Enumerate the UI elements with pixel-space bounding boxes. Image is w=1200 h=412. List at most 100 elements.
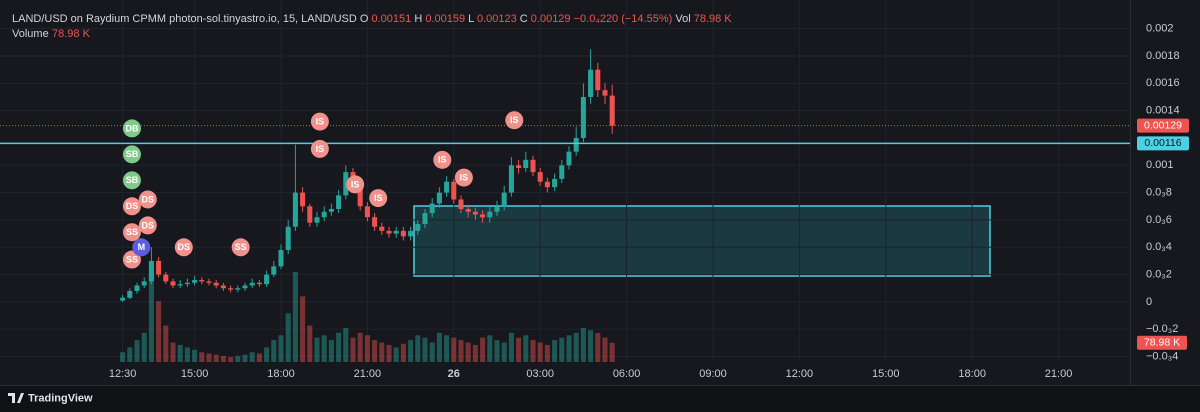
x-tick-label: 15:00 [181,368,209,380]
volume-bar [127,347,133,362]
volume-bar [321,335,327,362]
ohlc-label: O [360,13,369,25]
volume-bar [379,342,385,362]
candle-body [552,178,558,188]
volume-bar [328,340,334,362]
candle-body [364,206,370,218]
volume-bar [264,347,270,362]
plot-layer: 0.002 0.0018 0.0016 0.0014 0.001 0.0₃8 0.0₃6 0.… [0,0,1189,386]
volume-bar [285,313,291,362]
volume-bar [573,332,579,362]
candle-body [242,285,248,289]
candle-body [314,217,320,223]
candle-body [588,69,594,97]
candle-body [472,211,478,215]
candle-body [235,288,241,290]
volume-bar [343,327,349,362]
y-tick-label: 0.0014 [1146,105,1180,117]
last-price-label: 0.00129 [1144,119,1182,131]
x-tick-label: 21:00 [354,368,382,380]
trade-marker [138,216,157,235]
candle-body [271,266,277,275]
volume-bar [580,327,586,362]
volume-bar [292,272,298,362]
volume-bar [408,340,414,362]
trade-marker [174,238,193,257]
volume-bar [400,343,406,362]
volume-bar [566,335,572,362]
x-tick-label: 12:00 [786,368,814,380]
candle-body [444,181,450,193]
candle-body [458,199,464,210]
volume-bar [206,353,212,362]
trade-marker-label: SS [126,254,138,264]
candle-body [436,192,442,204]
volume-label-box [1137,335,1187,350]
trade-marker [310,112,329,131]
candle-body [336,195,342,210]
trade-marker-label: DS [142,220,155,230]
x-tick-label: 18:00 [958,368,986,380]
x-tick-label: 21:00 [1045,368,1073,380]
trade-marker-label: DS [142,194,155,204]
volume-bar [357,332,363,362]
y-tick-label: 0.0₃4 [1146,241,1172,253]
volume-bar [228,357,234,362]
trade-marker [454,168,473,187]
x-tick-label: 09:00 [699,368,727,380]
candle-body [278,249,284,267]
candle-body [516,165,522,169]
volume-bar [429,342,435,362]
volume-bar [336,332,342,362]
volume-bar [156,301,162,362]
candle-body [357,185,363,207]
volume-bar [559,337,565,362]
volume-bar [372,340,378,362]
trade-marker [122,250,141,269]
volume-bar [256,353,262,362]
trade-marker [505,111,524,130]
symbol: LAND/USD on Raydium CPMM photon-sol.tiny… [12,13,357,25]
candle-body [487,211,493,218]
volume-bar [192,349,198,362]
candle-body [566,151,572,166]
candle-body [595,69,601,91]
x-tick-label: 15:00 [872,368,900,380]
trade-marker-label: IS [510,115,519,125]
candle-body [170,281,176,286]
volume-bar [609,342,615,362]
trade-marker-label: IS [351,179,360,189]
volume-bar [177,344,183,362]
trade-marker [122,223,141,242]
volume-bar [494,340,500,362]
volume-bar [451,337,457,362]
candle-body [264,274,270,285]
zone-rectangle [413,205,991,277]
trade-marker-label: SS [235,242,247,252]
candle-body [429,203,435,214]
candle-body [328,209,334,212]
volume-bar [480,337,486,362]
y-tick-label: 0.0016 [1146,77,1180,89]
candle-body [422,213,428,225]
ohlc-label: L [468,13,474,25]
y-tick-label: 0.0₃2 [1146,268,1172,280]
ohlc-value: 0.00151 [371,13,411,25]
volume-bar [213,354,219,362]
trade-marker-label: IS [438,155,447,165]
candle-body [609,95,615,126]
x-tick-label: 03:00 [526,368,554,380]
brand-logo [8,393,24,403]
volume-bar [436,332,442,362]
trade-marker [122,119,141,138]
candle-body [372,217,378,227]
trade-marker [310,139,329,158]
volume-bar [364,335,370,362]
trade-marker-label: DB [125,123,138,133]
candle-body [163,274,169,282]
candle-body [148,260,154,282]
volume-title: Volume [12,28,49,40]
y-tick-label: 0.002 [1146,23,1174,35]
volume-bar [148,272,154,362]
volume-bar [530,340,536,362]
